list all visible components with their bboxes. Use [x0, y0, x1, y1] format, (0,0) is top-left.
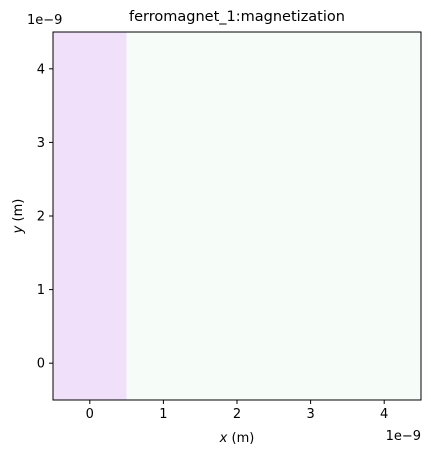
heatmap-cell-2	[126, 32, 421, 400]
y-axis-variable: y	[11, 225, 26, 234]
y-tick-label: 1	[37, 283, 45, 298]
chart-title: ferromagnet_1:magnetization	[129, 9, 345, 25]
x-axis-offset-text: 1e−9	[386, 429, 421, 444]
x-axis-label: x (m)	[219, 431, 255, 446]
x-tick-label: 2	[233, 407, 241, 422]
y-tick-label: 0	[37, 357, 45, 372]
x-tick-label: 1	[159, 407, 167, 422]
y-axis-offset-text: 1e−9	[27, 13, 62, 28]
x-tick-label: 4	[380, 407, 388, 422]
x-axis-unit: (m)	[227, 431, 254, 446]
x-tick-label: 3	[306, 407, 314, 422]
heatmap-cells	[53, 32, 421, 400]
y-axis-unit: (m)	[11, 199, 26, 226]
y-axis-ticks: 0 1 2 3 4	[37, 62, 53, 372]
y-tick-label: 3	[37, 136, 45, 151]
heatmap-cell-1	[53, 32, 127, 400]
x-tick-label: 0	[86, 407, 94, 422]
y-tick-label: 2	[37, 210, 45, 225]
x-axis-ticks: 0 1 2 3 4	[86, 400, 388, 422]
y-axis-label: y (m)	[11, 199, 26, 235]
y-tick-label: 4	[37, 62, 45, 77]
x-axis-variable: x	[219, 431, 228, 446]
